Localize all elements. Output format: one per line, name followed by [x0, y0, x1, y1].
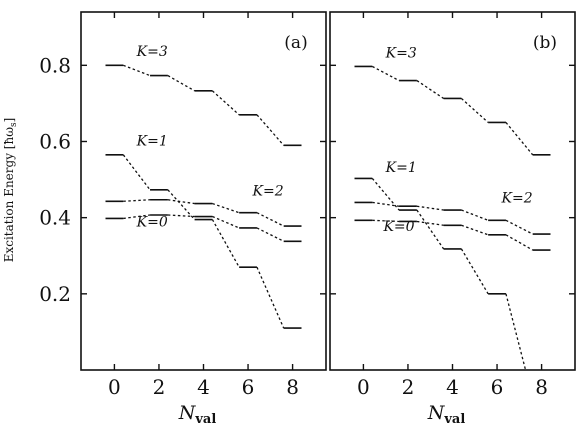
step-k2-a-7 — [256, 212, 284, 227]
step-k2-a-1 — [123, 199, 151, 202]
x-axis-label-b: Nval — [427, 402, 466, 425]
x-tick-label-a-1: 2 — [153, 375, 166, 399]
step-k0-b-7 — [505, 234, 534, 251]
step-k0-b-3 — [416, 220, 444, 226]
x-tick-label-b-3: 6 — [491, 375, 504, 399]
x-tick-label-b-1: 2 — [402, 375, 415, 399]
series-k3-a — [105, 64, 302, 147]
step-k1-a-5 — [211, 219, 240, 268]
step-k1-b-3 — [416, 209, 445, 250]
step-k0-a-7 — [256, 227, 284, 242]
series-k2-a — [105, 198, 302, 227]
step-k3-b-1 — [372, 65, 400, 82]
y-axis-label: Excitation Energy [ħωs] — [2, 118, 19, 263]
x-axis-label-a: Nval — [178, 402, 217, 425]
label-k0-a: K=0 — [136, 214, 168, 230]
step-k1-b-1 — [371, 178, 400, 211]
x-tick-label-a-0: 0 — [108, 375, 121, 399]
step-k3-b-3 — [416, 80, 444, 99]
step-k0-a-5 — [212, 215, 240, 229]
step-k3-a-5 — [211, 90, 240, 116]
x-tick-label-a-2: 4 — [197, 375, 210, 399]
label-k1-a: K=1 — [136, 133, 168, 149]
step-k3-b-5 — [460, 97, 489, 123]
step-k1-a-3 — [167, 189, 196, 220]
y-tick-label-2: 0.6 — [39, 129, 71, 153]
x-tick-label-b-2: 4 — [446, 375, 459, 399]
x-tick-label-a-4: 8 — [286, 375, 299, 399]
x-tick-label-b-4: 8 — [535, 375, 548, 399]
step-k3-a-3 — [167, 75, 195, 92]
x-tick-label-a-3: 6 — [242, 375, 255, 399]
series-k3-b — [354, 65, 551, 156]
step-k1-b-7 — [505, 293, 527, 370]
series-k2-b — [354, 201, 551, 235]
step-k1-a-1 — [122, 154, 151, 191]
panel-a: 0 2 4 6 8 0.2 0.4 0.6 0.8 (a) Nval K=3 K=1 K=2 K=0 — [39, 11, 327, 425]
series-k1-b — [354, 177, 527, 370]
step-k0-b-5 — [461, 224, 489, 236]
step-k1-a-7 — [256, 266, 285, 329]
step-k3-a-1 — [123, 64, 151, 77]
step-k2-b-5 — [461, 209, 489, 221]
step-k2-b-7 — [505, 219, 533, 235]
step-k2-b-3 — [416, 205, 444, 211]
step-k3-b-7 — [505, 122, 534, 156]
series-k1-a — [105, 154, 302, 329]
label-k3-b: K=3 — [385, 46, 417, 62]
y-tick-label-0: 0.2 — [39, 282, 71, 306]
step-k2-a-5 — [212, 202, 240, 214]
step-k1-b-5 — [460, 248, 489, 295]
label-k3-a: K=3 — [136, 44, 168, 60]
x-tick-label-b-0: 0 — [357, 375, 370, 399]
y-tick-label-1: 0.4 — [39, 206, 71, 230]
step-k0-a-3 — [167, 214, 195, 218]
step-k0-b-1 — [372, 219, 400, 223]
y-tick-label-3: 0.8 — [39, 53, 71, 77]
panel-label-b: (b) — [533, 33, 557, 53]
step-k2-a-3 — [167, 199, 195, 205]
label-k0-b: K=0 — [382, 219, 414, 235]
step-k3-a-7 — [256, 114, 285, 146]
label-k2-a: K=2 — [252, 184, 284, 200]
panel-b: 0 2 4 6 8 (b) Nval K=3 K=1 K=2 K=0 — [329, 11, 576, 425]
label-k2-b: K=2 — [501, 190, 533, 206]
series-k0-b — [354, 219, 551, 251]
series-k0-a — [105, 214, 302, 243]
step-k0-a-1 — [123, 214, 151, 220]
panel-label-a: (a) — [284, 33, 307, 53]
step-k2-b-1 — [372, 201, 400, 207]
label-k1-b: K=1 — [385, 160, 417, 176]
